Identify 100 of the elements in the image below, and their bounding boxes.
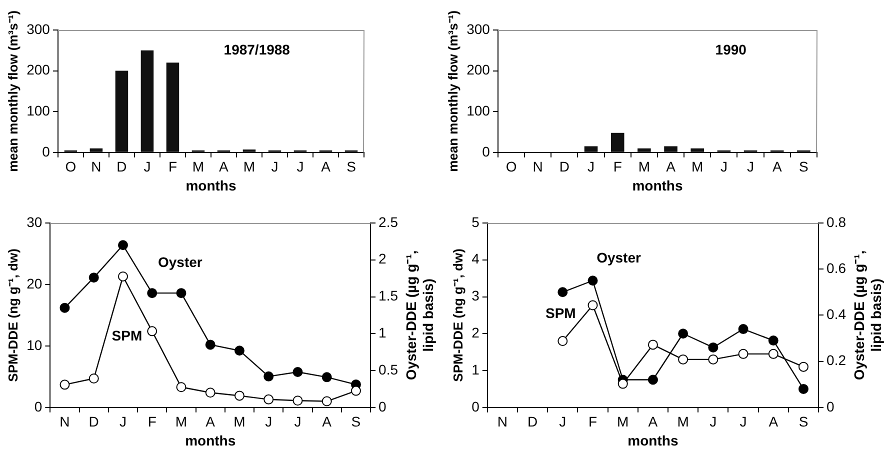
- y-tick-label: 5: [472, 214, 480, 230]
- y-tick-label: 100: [466, 102, 490, 118]
- x-tick-label: J: [294, 414, 302, 430]
- text: 1987/1988: [224, 42, 290, 58]
- point: [558, 336, 568, 346]
- series-label: SPM: [545, 304, 576, 321]
- point: [588, 276, 598, 286]
- point: [708, 354, 718, 364]
- x-tick-label: O: [506, 158, 517, 175]
- point: [738, 348, 748, 359]
- point: [176, 288, 186, 298]
- x-tick-label: A: [321, 158, 332, 175]
- bar: [115, 70, 128, 152]
- y-tick-label: 200: [466, 62, 490, 78]
- x-tick-label: F: [588, 414, 598, 430]
- x-tick-label: J: [710, 414, 717, 430]
- point: [678, 354, 688, 364]
- x-tick-label: O: [65, 158, 76, 175]
- bar: [140, 50, 154, 152]
- x-tick-label: A: [768, 414, 779, 430]
- x-tick-label: J: [296, 158, 304, 175]
- bar: [638, 148, 651, 152]
- x-tick-label: J: [265, 414, 272, 430]
- point: [147, 288, 158, 298]
- y-tick-label: 300: [26, 20, 50, 37]
- y-tick-label: 20: [26, 275, 42, 292]
- point: [147, 326, 158, 336]
- x-tick-label: A: [666, 158, 676, 175]
- x-tick-label: J: [559, 414, 566, 430]
- y-tick-label: 0: [482, 143, 490, 160]
- y2-tick-label: 0: [378, 398, 387, 414]
- y-tick-label: 300: [466, 20, 490, 37]
- y-axis-title: SPM-DDE (ng g⁻¹, dw): [450, 248, 466, 382]
- point: [618, 378, 628, 389]
- x-tick-label: N: [497, 414, 508, 430]
- x-tick-label: S: [799, 158, 808, 175]
- y2-tick-label: 0.4: [826, 306, 846, 322]
- point: [648, 340, 658, 350]
- x-tick-label: S: [798, 414, 808, 430]
- y2-tick-label: 0.8: [826, 214, 846, 230]
- y2-tick-label: 1.5: [378, 288, 398, 304]
- point: [205, 388, 216, 398]
- x-tick-label: J: [747, 158, 754, 175]
- y-tick-label: 100: [26, 102, 50, 118]
- point: [292, 366, 303, 377]
- point: [234, 390, 244, 401]
- x-tick-label: N: [532, 158, 543, 175]
- y2-axis-title: Oyster-DDE (µg g⁻¹, lipid basis): [850, 250, 884, 380]
- y2-tick-label: 0.2: [826, 352, 846, 368]
- y-tick-label: 10: [26, 336, 42, 353]
- point: [292, 396, 303, 406]
- point: [798, 384, 808, 394]
- x-tick-label: D: [527, 414, 538, 430]
- x-tick-label: J: [720, 158, 728, 175]
- point: [708, 342, 718, 352]
- y-tick-label: 3: [472, 288, 480, 304]
- point: [588, 300, 598, 310]
- bar: [664, 146, 678, 152]
- x-tick-label: N: [60, 414, 70, 430]
- x-tick-label: F: [148, 414, 156, 430]
- y-axis-title: mean monthly flow (m³s⁻¹): [445, 10, 460, 172]
- x-tick-label: M: [243, 158, 256, 175]
- x-tick-label: M: [692, 158, 704, 175]
- point: [264, 371, 274, 382]
- x-tick-label: N: [91, 158, 102, 175]
- point: [768, 348, 778, 359]
- series-label: Oyster: [596, 249, 642, 266]
- x-tick-label: S: [351, 414, 361, 430]
- x-axis-title: months: [628, 432, 678, 448]
- point: [205, 340, 216, 350]
- series-label: Oyster: [158, 254, 203, 270]
- series-label: SPM: [112, 327, 142, 344]
- x-axis-title: months: [185, 432, 236, 448]
- y2-tick-label: 1: [378, 324, 387, 340]
- x-axis-title: months: [632, 177, 683, 194]
- x-tick-label: A: [648, 414, 658, 430]
- y-tick-label: 1: [472, 361, 480, 378]
- point: [322, 396, 332, 406]
- point: [322, 372, 332, 382]
- point: [118, 271, 128, 282]
- y-tick-label: 30: [26, 214, 42, 230]
- point: [738, 324, 748, 334]
- y-tick-label: 0: [34, 398, 42, 414]
- y-tick-label: 200: [26, 62, 50, 78]
- y2-tick-label: 2: [378, 250, 387, 267]
- x-tick-label: M: [234, 414, 246, 430]
- x-tick-label: S: [346, 158, 356, 175]
- point: [118, 240, 128, 250]
- y-axis-title: mean monthly flow (m³s⁻¹): [5, 10, 20, 172]
- y-tick-label: 2: [472, 324, 480, 340]
- bar: [584, 146, 598, 152]
- x-tick-label: M: [175, 414, 188, 430]
- point: [798, 362, 808, 372]
- x-tick-label: J: [271, 158, 278, 175]
- point: [234, 346, 244, 356]
- bar: [90, 148, 103, 152]
- point: [558, 287, 568, 298]
- x-tick-label: D: [88, 414, 99, 430]
- y-tick-label: 4: [472, 250, 480, 267]
- point: [60, 380, 70, 390]
